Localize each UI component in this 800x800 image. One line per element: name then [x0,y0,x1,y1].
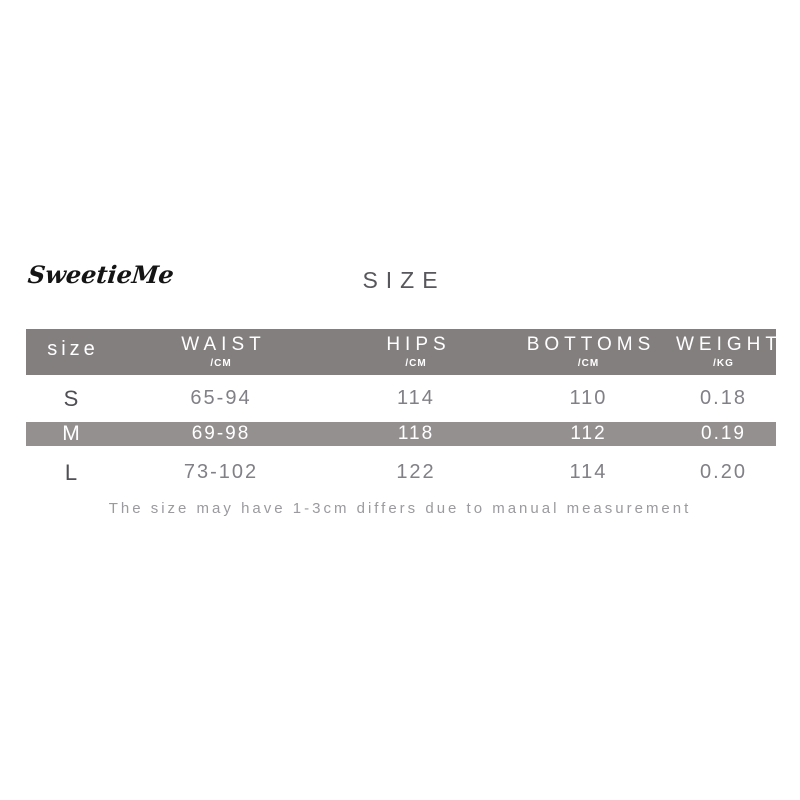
cell-bottoms: 110 [569,387,608,409]
column-header-waist: WAIST /CM [116,334,326,369]
cell-size: M [62,422,80,445]
page-title: SIZE [362,267,446,293]
column-header-weight: WEIGHT /KG [671,334,782,369]
cell-weight: 0.20 [700,461,747,483]
cell-bottoms: 112 [570,423,607,444]
column-unit: /KG [713,357,734,369]
column-label: HIPS [386,334,451,356]
table-header-row: size WAIST /CM HIPS /CM BOTTOMS /CM WEIG… [26,329,782,375]
size-table: size WAIST /CM HIPS /CM BOTTOMS /CM WEIG… [26,329,782,499]
cell-waist: 73-102 [183,461,259,483]
cell-size: L [64,459,78,485]
cell-bottoms: 114 [569,461,608,483]
cell-size: S [63,385,79,411]
cell-weight: 0.18 [700,387,747,409]
column-header-hips: HIPS /CM [326,334,506,369]
column-unit: /CM [577,357,600,369]
table-row-size-l: L 73-102 122 114 0.20 [26,446,776,499]
column-unit: /CM [210,357,232,369]
cell-hips: 122 [396,461,436,483]
column-header-bottoms: BOTTOMS /CM [506,334,671,369]
measurement-disclaimer: The size may have 1-3cm differs due to m… [108,500,692,517]
table-row-size-s: S 65-94 114 110 0.18 [26,375,776,422]
column-unit [26,362,116,373]
column-label: BOTTOMS [526,334,656,356]
table-row-size-m-highlighted: M 69-98 118 112 0.19 [26,422,776,446]
column-label: WAIST [181,334,266,356]
column-label: size [47,337,99,360]
column-unit: /CM [405,357,427,369]
column-label: WEIGHT [676,334,782,356]
column-header-size: size [26,332,116,373]
cell-weight: 0.19 [701,423,746,444]
cell-hips: 118 [397,423,435,444]
cell-hips: 114 [397,387,435,409]
cell-waist: 69-98 [191,423,251,444]
cell-waist: 65-94 [190,387,252,409]
